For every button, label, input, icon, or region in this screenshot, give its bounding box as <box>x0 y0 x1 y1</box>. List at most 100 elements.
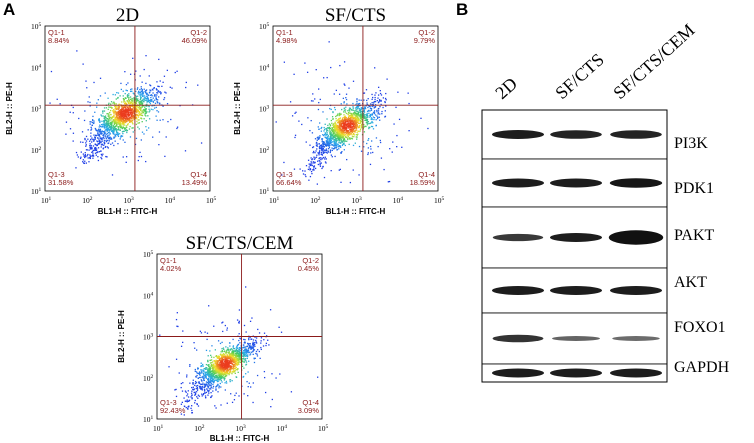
event-dot <box>356 131 358 134</box>
y-axis-title: BL2-H :: PE-H <box>5 82 14 135</box>
event-dot <box>230 365 232 367</box>
event-dot <box>121 113 123 115</box>
event-dot <box>331 122 333 124</box>
event-dot <box>408 102 410 105</box>
event-dot <box>92 154 94 156</box>
event-dot <box>216 385 218 388</box>
event-dot <box>214 361 217 363</box>
event-dot <box>310 119 312 122</box>
event-dot <box>139 96 142 98</box>
event-dot <box>379 92 382 95</box>
event-dot <box>156 92 158 94</box>
y-tick-label: 101 <box>259 187 270 196</box>
event-dot <box>215 359 217 361</box>
event-dot <box>144 106 146 108</box>
event-dot <box>229 380 231 383</box>
event-dot <box>325 137 328 140</box>
event-dot <box>231 351 234 354</box>
event-dot <box>340 136 342 138</box>
event-dot <box>347 119 349 122</box>
event-dot <box>398 118 401 121</box>
event-dot <box>91 137 93 139</box>
event-dot <box>135 113 137 116</box>
event-dot <box>119 115 121 117</box>
event-dot <box>356 113 358 116</box>
event-dot <box>114 111 116 113</box>
event-dot <box>107 108 109 111</box>
event-dot <box>114 136 116 138</box>
event-dot <box>155 106 157 109</box>
event-dot <box>131 116 133 118</box>
event-dot <box>195 391 198 393</box>
event-dot <box>101 138 103 141</box>
event-dot <box>226 357 228 360</box>
event-dot <box>322 148 324 150</box>
event-dot <box>342 122 344 125</box>
event-dot <box>119 121 122 124</box>
event-dot <box>311 146 314 149</box>
event-dot <box>380 100 382 102</box>
event-dot <box>117 96 119 99</box>
event-dot <box>248 347 250 349</box>
event-dot <box>90 139 92 141</box>
event-dot <box>216 361 218 363</box>
event-dot <box>355 119 357 122</box>
event-dot <box>232 345 235 347</box>
event-dot <box>341 118 343 121</box>
event-dot <box>191 394 193 397</box>
event-dot <box>206 389 209 391</box>
event-dot <box>218 379 221 381</box>
event-dot <box>251 351 253 353</box>
event-dot <box>299 168 301 170</box>
event-dot <box>357 118 359 120</box>
event-dot <box>110 113 112 116</box>
event-dot <box>116 124 118 126</box>
event-dot <box>321 167 323 170</box>
event-dot <box>317 136 319 138</box>
event-dot <box>111 117 113 119</box>
event-dot <box>149 101 151 103</box>
event-dot <box>153 87 155 89</box>
event-dot <box>401 146 403 148</box>
event-dot <box>92 115 94 118</box>
event-dot <box>135 137 138 140</box>
blot-band <box>492 130 544 139</box>
event-dot <box>382 97 385 99</box>
event-dot <box>220 353 222 355</box>
event-dot <box>109 138 111 140</box>
event-dot <box>133 115 136 117</box>
event-dot <box>213 382 215 384</box>
event-dot <box>226 366 228 368</box>
event-dot <box>223 373 225 375</box>
event-dot <box>356 138 358 140</box>
event-dot <box>118 122 121 124</box>
event-dot <box>120 135 122 137</box>
event-dot <box>82 153 85 155</box>
event-dot <box>236 354 238 356</box>
event-dot <box>349 117 352 120</box>
event-dot <box>190 392 193 394</box>
event-dot <box>235 392 237 394</box>
event-dot <box>85 144 87 146</box>
event-dot <box>222 374 225 376</box>
event-dot <box>349 110 351 112</box>
event-dot <box>347 122 349 125</box>
event-dot <box>120 110 122 112</box>
event-dot <box>223 372 225 374</box>
event-dot <box>231 380 233 382</box>
event-dot <box>344 115 346 117</box>
event-dot <box>192 389 195 391</box>
event-dot <box>351 126 354 128</box>
event-dot <box>328 137 330 140</box>
event-dot <box>201 395 203 397</box>
event-dot <box>226 354 228 356</box>
event-dot <box>358 174 360 176</box>
event-dot <box>323 141 325 144</box>
event-dot <box>250 386 252 388</box>
event-dot <box>229 367 231 369</box>
event-dot <box>199 383 202 385</box>
event-dot <box>143 94 145 97</box>
event-dot <box>120 117 122 119</box>
event-dot <box>325 151 327 154</box>
event-dot <box>356 108 358 110</box>
